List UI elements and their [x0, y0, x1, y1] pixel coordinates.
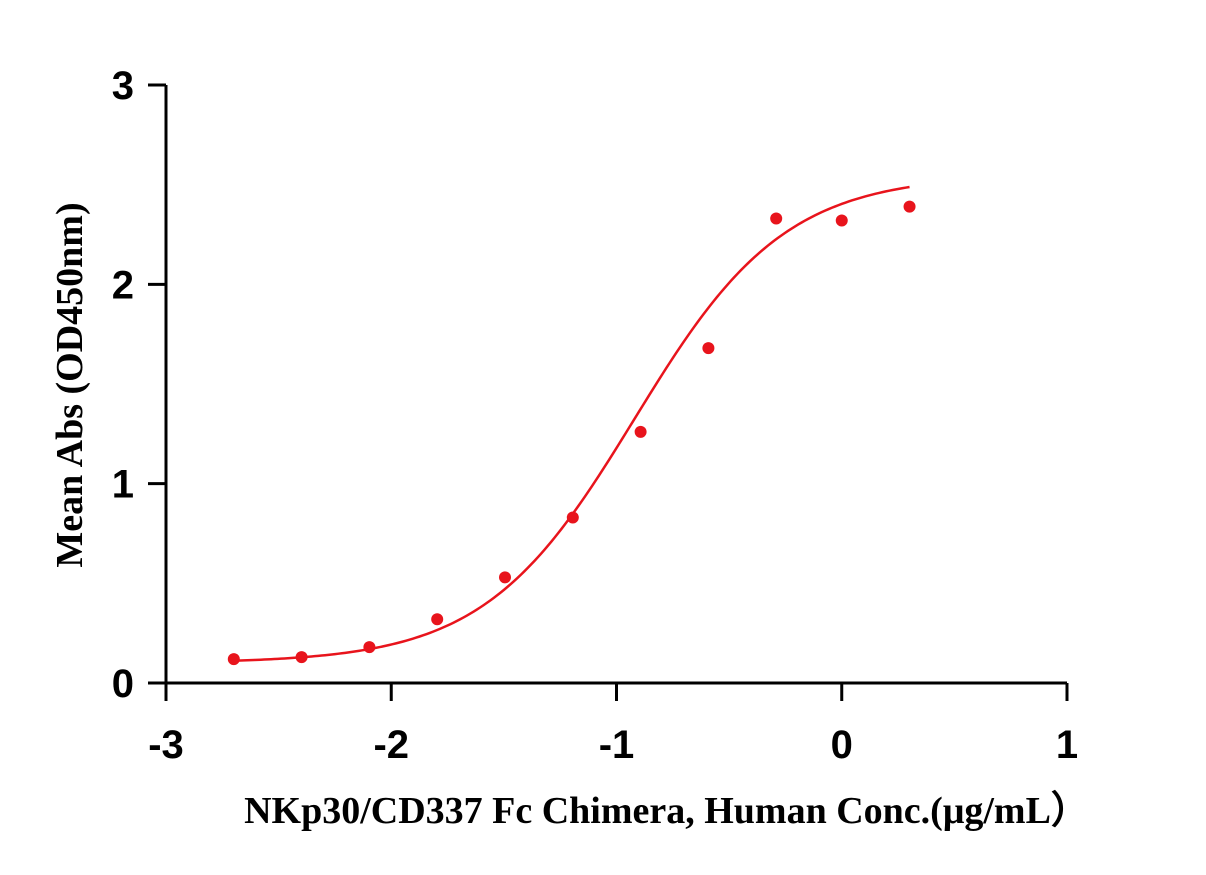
y-tick-label: 2: [112, 263, 134, 307]
y-axis-title: Mean Abs (OD450nm): [49, 202, 91, 567]
x-axis-title: NKp30/CD337 Fc Chimera, Human Conc.(μg/m…: [244, 790, 1089, 832]
data-point: [227, 653, 240, 666]
x-tick-label: -1: [599, 723, 635, 767]
fit-curve-line: [233, 185, 910, 662]
y-tick-label: 3: [112, 64, 134, 108]
data-point: [499, 571, 512, 584]
axis-labels: 0 1 2 3 -3 -2 -1 0 1 NKp30/CD337 Fc Chimera, Huma…: [49, 64, 1089, 832]
x-tick-label: -3: [148, 723, 184, 767]
data-point: [702, 342, 715, 355]
data-point: [634, 425, 647, 438]
x-tick-label: 1: [1056, 723, 1078, 767]
y-tick-label: 1: [112, 463, 134, 507]
y-tick-label: 0: [112, 662, 134, 706]
axes: [148, 83, 1069, 701]
data-point: [835, 214, 848, 227]
fit-curve-layer: [233, 185, 910, 662]
data-point: [363, 641, 376, 654]
data-point: [770, 212, 783, 225]
x-tick-label: 0: [831, 723, 853, 767]
data-point: [903, 200, 916, 213]
data-point: [566, 511, 579, 524]
data-point: [431, 613, 444, 626]
data-points-layer: [227, 200, 916, 666]
x-tick-label: -2: [373, 723, 409, 767]
data-point: [295, 651, 308, 664]
